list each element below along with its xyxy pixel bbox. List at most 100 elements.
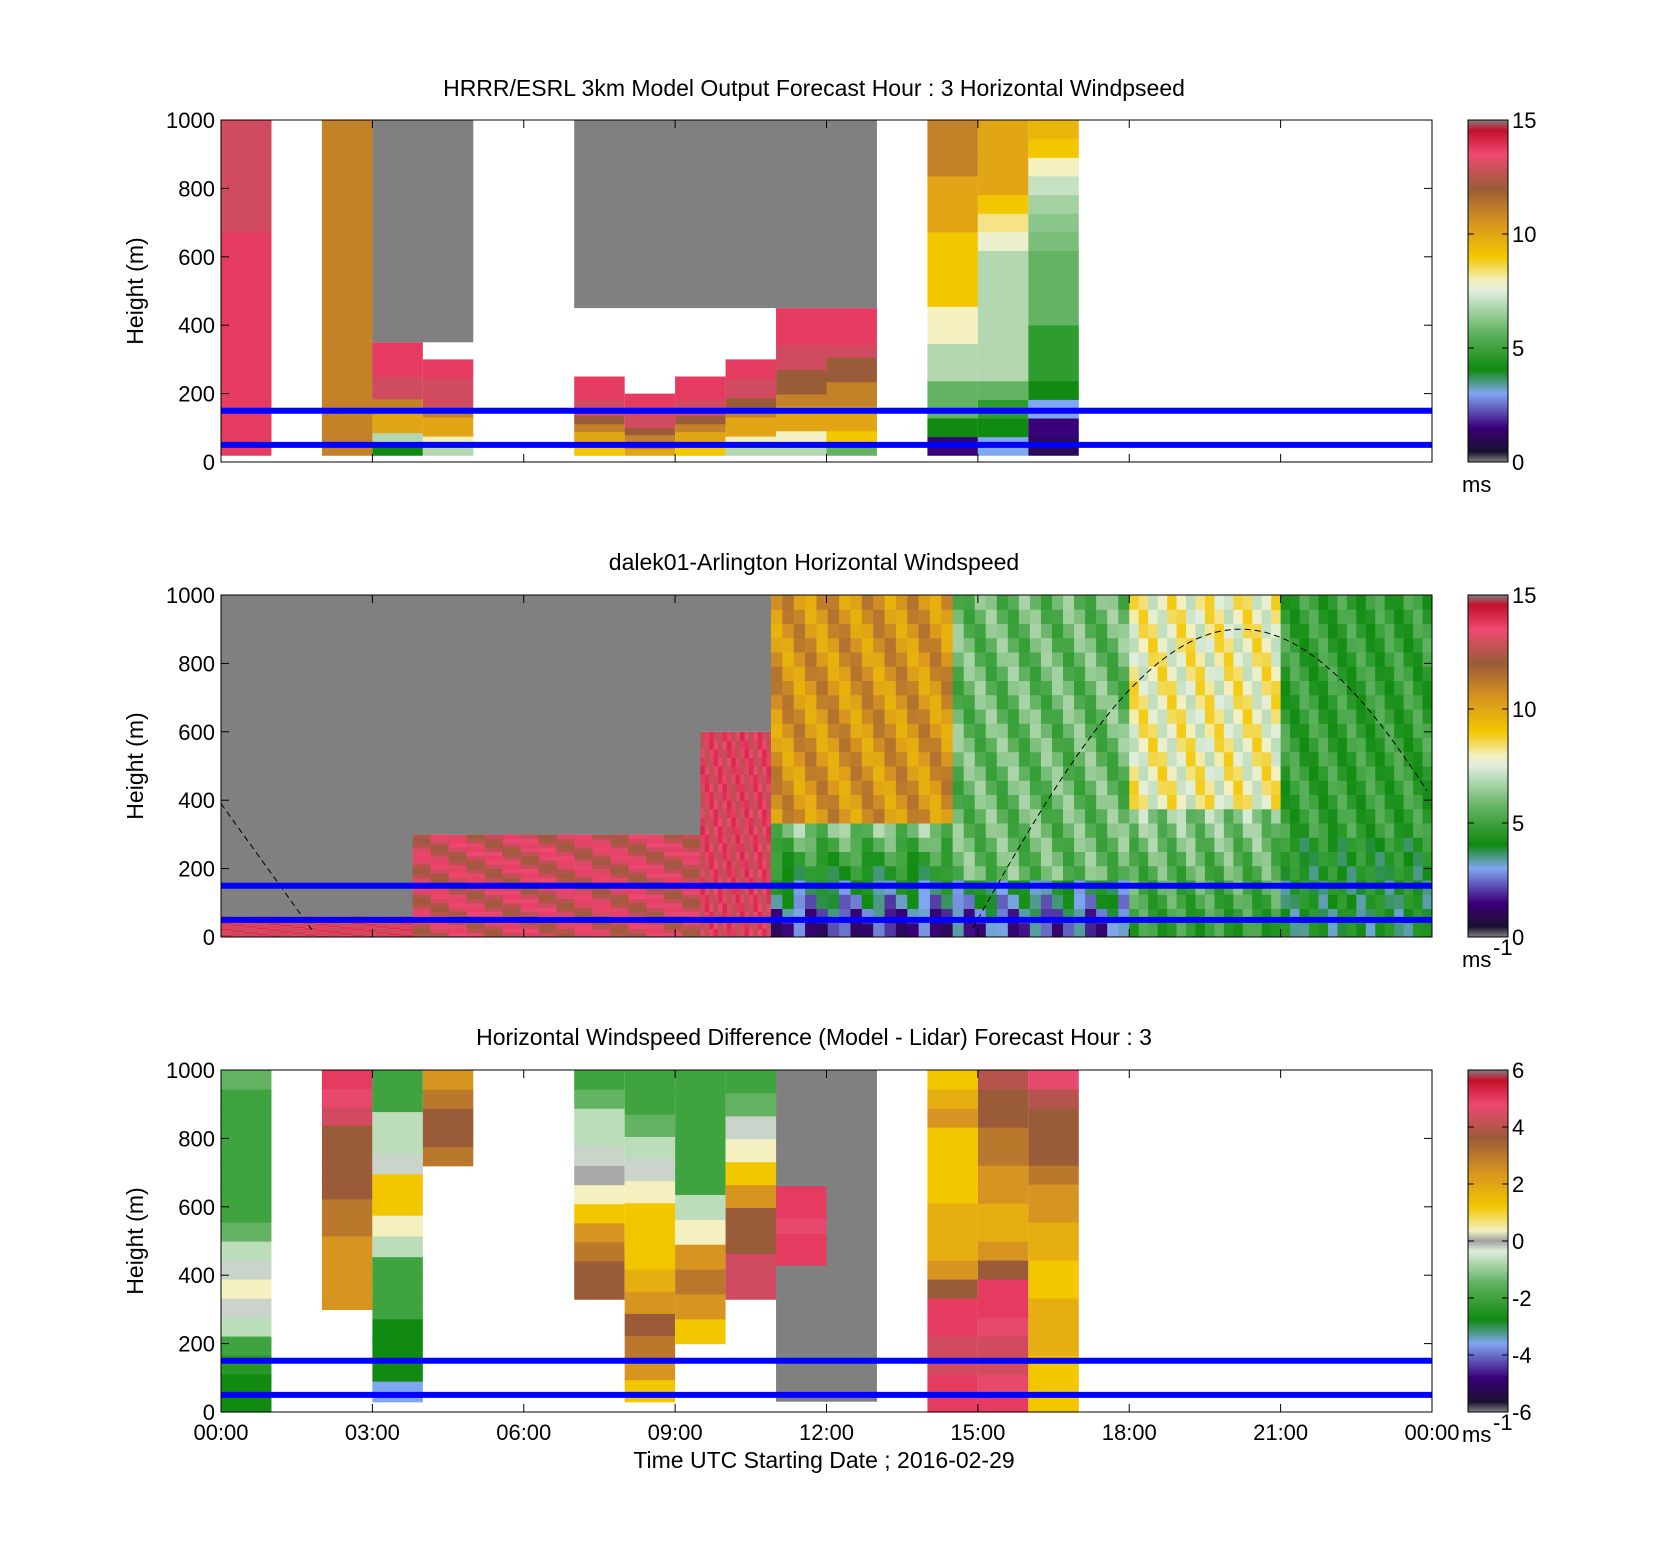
heatmap-cell bbox=[304, 922, 318, 924]
heatmap-cell bbox=[1085, 723, 1097, 738]
heatmap-cell bbox=[907, 666, 920, 681]
heatmap-cell bbox=[722, 731, 728, 741]
heatmap-cell bbox=[1063, 637, 1075, 653]
heatmap-cell bbox=[538, 864, 558, 870]
heatmap-cell bbox=[430, 889, 450, 895]
heatmap-cell bbox=[400, 927, 414, 929]
heatmap-cell bbox=[232, 925, 246, 928]
heatmap-cell bbox=[610, 838, 629, 844]
heatmap-cell bbox=[709, 774, 715, 784]
heatmap-cell bbox=[722, 774, 728, 784]
heatmap-cell bbox=[1085, 851, 1097, 867]
heatmap-cell bbox=[1051, 837, 1064, 852]
heatmap-cell bbox=[1365, 609, 1376, 624]
heatmap-cell bbox=[1356, 823, 1367, 838]
heatmap-cell bbox=[782, 652, 795, 667]
heatmap-cell bbox=[221, 1203, 272, 1223]
heatmap-cell bbox=[704, 894, 710, 904]
heatmap-cell bbox=[1085, 751, 1097, 767]
heatmap-cell bbox=[748, 766, 754, 776]
heatmap-cell bbox=[364, 922, 378, 924]
missing-data-region bbox=[762, 595, 768, 732]
heatmap-cell bbox=[1085, 709, 1097, 724]
heatmap-cell bbox=[376, 935, 390, 937]
heatmap-cell bbox=[1280, 780, 1291, 795]
heatmap-cell bbox=[1148, 694, 1159, 710]
heatmap-cell bbox=[1186, 723, 1196, 738]
heatmap-cell bbox=[1375, 595, 1386, 610]
heatmap-cell bbox=[422, 1070, 474, 1090]
heatmap-cell bbox=[592, 907, 611, 912]
heatmap-cell bbox=[884, 865, 897, 881]
heatmap-cell bbox=[918, 680, 931, 696]
heatmap-cell bbox=[1337, 737, 1348, 753]
heatmap-cell bbox=[895, 652, 908, 667]
heatmap-cell bbox=[726, 842, 732, 852]
heatmap-cell bbox=[1118, 851, 1130, 867]
heatmap-cell bbox=[574, 1108, 625, 1128]
heatmap-cell bbox=[1280, 652, 1291, 667]
heatmap-cell bbox=[1028, 1146, 1079, 1166]
heatmap-cell bbox=[292, 933, 306, 935]
heatmap-cell bbox=[340, 923, 354, 925]
heatmap-cell bbox=[1007, 908, 1020, 924]
heatmap-cell bbox=[624, 448, 676, 456]
heatmap-cell bbox=[1384, 709, 1395, 724]
heatmap-cell bbox=[502, 860, 522, 865]
heatmap-cell bbox=[1394, 609, 1405, 624]
heatmap-cell bbox=[221, 1070, 272, 1090]
heatmap-cell bbox=[1157, 751, 1168, 767]
heatmap-cell bbox=[1096, 766, 1108, 781]
heatmap-cell bbox=[1356, 922, 1367, 938]
heatmap-cell bbox=[816, 609, 829, 624]
heatmap-cell bbox=[753, 800, 759, 810]
heatmap-cell bbox=[1051, 737, 1064, 753]
heatmap-cell bbox=[466, 851, 486, 857]
heatmap-cell bbox=[624, 1158, 676, 1182]
heatmap-cell bbox=[731, 860, 737, 870]
heatmap-cell bbox=[753, 757, 759, 767]
heatmap-cell bbox=[1261, 751, 1272, 767]
heatmap-cell bbox=[770, 823, 783, 838]
heatmap-cell bbox=[977, 1336, 1029, 1356]
heatmap-cell bbox=[709, 851, 715, 861]
heatmap-cell bbox=[1403, 823, 1414, 838]
heatmap-cell bbox=[221, 1127, 272, 1147]
heatmap-cell bbox=[376, 929, 390, 931]
y-tick-label: 1000 bbox=[166, 583, 215, 608]
heatmap-cell bbox=[400, 925, 414, 927]
heatmap-cell bbox=[770, 680, 783, 696]
missing-data-region bbox=[610, 595, 629, 835]
heatmap-cell bbox=[592, 847, 611, 852]
heatmap-cell bbox=[1261, 694, 1272, 710]
heatmap-cell bbox=[1413, 709, 1424, 724]
heatmap-cell bbox=[996, 766, 1009, 781]
heatmap-cell bbox=[782, 694, 795, 710]
heatmap-cell bbox=[1403, 865, 1414, 881]
heatmap-cell bbox=[963, 780, 976, 795]
heatmap-cell bbox=[388, 935, 402, 937]
heatmap-cell bbox=[1096, 751, 1108, 767]
heatmap-cell bbox=[748, 783, 754, 793]
heatmap-cell bbox=[592, 855, 611, 861]
heatmap-cell bbox=[538, 834, 558, 840]
heatmap-cell bbox=[1356, 623, 1367, 639]
heatmap-cell bbox=[1051, 780, 1064, 795]
heatmap-cell bbox=[352, 929, 366, 931]
heatmap-cell bbox=[927, 1108, 978, 1128]
heatmap-cell bbox=[1051, 709, 1064, 724]
heatmap-cell bbox=[1242, 865, 1253, 881]
heatmap-cell bbox=[1214, 694, 1225, 710]
heatmap-cell bbox=[740, 894, 746, 904]
heatmap-cell bbox=[1413, 609, 1424, 624]
heatmap-cell bbox=[713, 783, 719, 793]
heatmap-cell bbox=[1028, 138, 1079, 158]
heatmap-cell bbox=[292, 927, 306, 929]
heatmap-cell bbox=[610, 907, 629, 912]
heatmap-cell bbox=[221, 1184, 272, 1204]
heatmap-cell bbox=[1261, 794, 1272, 810]
heatmap-cell bbox=[1403, 666, 1414, 681]
heatmap-cell bbox=[766, 894, 772, 904]
heatmap-cell bbox=[221, 1241, 272, 1261]
heatmap-cell bbox=[1176, 637, 1187, 653]
